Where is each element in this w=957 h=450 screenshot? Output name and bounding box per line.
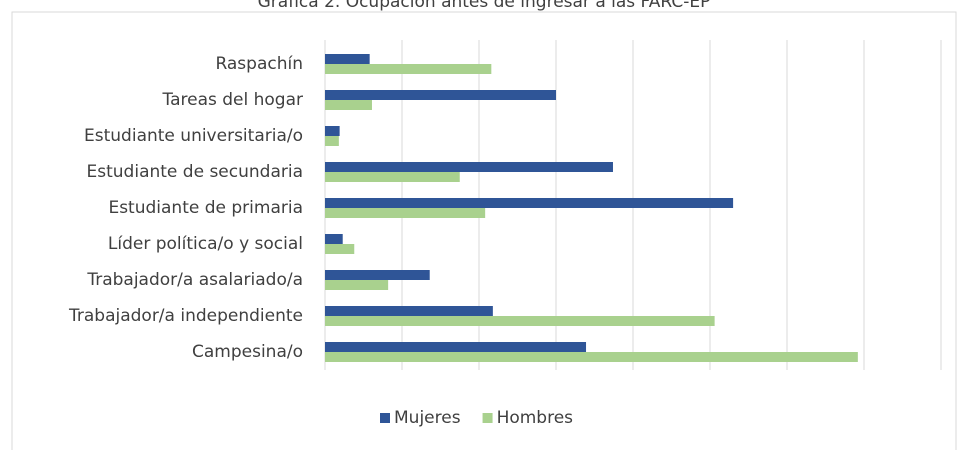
bar <box>325 244 355 254</box>
legend-label: Hombres <box>497 408 574 428</box>
bar <box>325 306 493 316</box>
bar <box>325 100 372 110</box>
bar <box>325 136 339 146</box>
bar <box>325 234 343 244</box>
y-tick-label: Estudiante universitaria/o <box>84 126 303 146</box>
bar <box>325 90 556 100</box>
y-tick-label: Líder política/o y social <box>108 234 303 254</box>
bar <box>325 352 858 362</box>
y-tick-label: Tareas del hogar <box>162 90 304 110</box>
bar <box>325 64 492 74</box>
bar <box>325 270 430 280</box>
bar <box>325 208 486 218</box>
y-tick-label: Trabajador/a asalariado/a <box>86 270 303 290</box>
legend-swatch <box>380 413 390 423</box>
y-tick-label: Estudiante de secundaria <box>87 162 303 182</box>
bar <box>325 280 389 290</box>
bar <box>325 126 340 136</box>
bar <box>325 54 370 64</box>
bar <box>325 342 587 352</box>
y-tick-label: Estudiante de primaria <box>108 198 303 218</box>
y-tick-label: Trabajador/a independiente <box>68 306 303 326</box>
y-tick-label: Campesina/o <box>192 342 303 362</box>
chart-title: Gráfica 2. Ocupación antes de ingresar a… <box>258 0 711 12</box>
y-tick-label: Raspachín <box>215 54 303 74</box>
legend-swatch <box>482 413 493 423</box>
bar <box>325 316 715 326</box>
chart-border <box>11 11 957 450</box>
legend-label: Mujeres <box>394 408 461 428</box>
bar <box>325 172 460 182</box>
bar <box>325 198 734 208</box>
bar <box>325 162 613 172</box>
